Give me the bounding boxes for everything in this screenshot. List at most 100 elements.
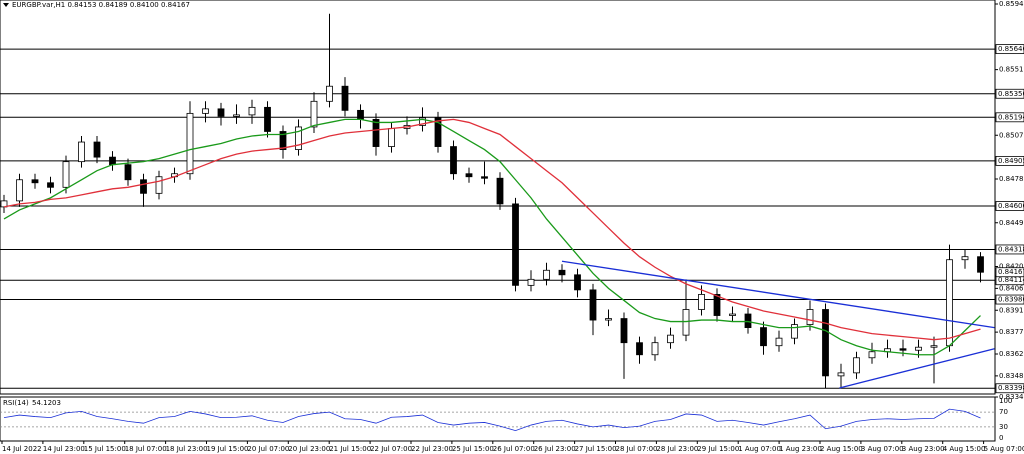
- x-tick-label: 28 Jul 07:00: [616, 445, 658, 453]
- candle-body: [124, 164, 132, 181]
- candle-body: [837, 372, 845, 377]
- candle-body: [527, 278, 535, 286]
- x-tick-label: 20 Jul 23:00: [288, 445, 330, 453]
- candle-body: [78, 141, 85, 163]
- candle-body: [543, 269, 550, 280]
- candle-body: [605, 318, 612, 321]
- y-tick-label: 0.84495: [999, 219, 1024, 227]
- candle-body: [310, 100, 318, 128]
- level-label-box: [995, 155, 1024, 166]
- candle-body: [31, 179, 39, 184]
- candle-body: [589, 289, 597, 321]
- candle-body: [977, 256, 984, 273]
- level-label: 0.83986: [998, 296, 1024, 304]
- candle-body: [264, 106, 271, 132]
- candle-body: [388, 128, 395, 147]
- level-label-box: [995, 112, 1024, 123]
- candle-body: [186, 112, 194, 175]
- candle-body: [450, 146, 457, 175]
- x-tick-label: 15 Jul 15:00: [84, 445, 126, 453]
- candle-body: [713, 294, 721, 316]
- candle-body: [465, 173, 473, 178]
- candle-body: [853, 357, 860, 374]
- candle-body: [698, 294, 705, 310]
- candle-body: [109, 156, 116, 166]
- x-tick-label: 4 Aug 15:00: [943, 445, 986, 453]
- y-tick-label: 0.84205: [999, 263, 1024, 271]
- x-tick-label: 18 Jul 07:00: [125, 445, 167, 453]
- y-tick-label: 0.83915: [999, 306, 1024, 314]
- x-tick-label: 14 Jul 2022: [2, 445, 42, 453]
- candle-body: [667, 334, 674, 344]
- y-tick-label: 0.83625: [999, 350, 1024, 358]
- candle-body: [419, 117, 426, 126]
- x-tick-label: 28 Jul 23:00: [656, 445, 698, 453]
- level-label-box: [995, 88, 1024, 99]
- level-label: 0.85194: [998, 113, 1024, 121]
- candle-body: [16, 179, 23, 202]
- candle-body: [651, 342, 659, 356]
- candle-body: [217, 108, 225, 117]
- level-label: 0.84606: [998, 202, 1024, 210]
- trendline: [561, 260, 995, 329]
- moving-average: [3, 118, 981, 341]
- candle-body: [372, 119, 380, 147]
- candle-body: [915, 346, 922, 351]
- x-tick-label: 26 Jul 07:00: [493, 445, 535, 453]
- y-tick-label: 0.84785: [999, 175, 1024, 183]
- candle-body: [574, 274, 581, 291]
- x-tick-label: 22 Jul 07:00: [370, 445, 412, 453]
- candle-body: [233, 114, 240, 117]
- candle-body: [62, 161, 70, 188]
- candle-body: [481, 176, 488, 179]
- x-tick-label: 2 Aug 15:00: [820, 445, 863, 453]
- candle-body: [155, 176, 163, 194]
- candle-body: [341, 85, 349, 111]
- level-label-box: [995, 244, 1024, 255]
- y-tick-label: 0.85945: [999, 0, 1024, 8]
- x-tick-label: 18 Jul 23:00: [166, 445, 208, 453]
- menu-arrow[interactable]: [3, 3, 9, 7]
- candle-body: [93, 141, 101, 158]
- trendline: [839, 348, 995, 389]
- candle-body: [791, 324, 798, 339]
- x-tick-label: 29 Jul 15:00: [697, 445, 739, 453]
- level-label: 0.84318: [998, 245, 1024, 253]
- candle-body: [496, 177, 504, 205]
- x-tick-label: 1 Aug 23:00: [779, 445, 822, 453]
- rsi-tick-label: 0: [999, 434, 1003, 442]
- x-tick-label: 26 Jul 23:00: [534, 445, 576, 453]
- level-label: 0.84905: [998, 157, 1024, 165]
- candle-body: [682, 309, 690, 336]
- candle-body: [806, 309, 814, 325]
- level-label-box: [995, 44, 1024, 55]
- x-tick-label: 5 Aug 07:00: [984, 445, 1024, 453]
- level-label-box: [995, 201, 1024, 211]
- candle-body: [775, 337, 783, 347]
- current-price-box: [995, 267, 1024, 278]
- rsi-tick-label: 100: [999, 397, 1012, 405]
- candle-body: [248, 106, 256, 116]
- candle-body: [822, 309, 829, 377]
- x-tick-label: 3 Aug 07:00: [861, 445, 904, 453]
- candle-body: [930, 345, 938, 348]
- rsi-tick-label: 30: [999, 423, 1008, 431]
- y-tick-label: 0.85075: [999, 131, 1024, 139]
- x-tick-label: 14 Jul 23:00: [43, 445, 85, 453]
- rsi-line: [3, 408, 981, 432]
- level-label: 0.83398: [998, 384, 1024, 392]
- candle-body: [760, 327, 767, 347]
- candle-body: [357, 109, 364, 120]
- candle-body: [47, 182, 54, 188]
- x-tick-label: 19 Jul 15:00: [207, 445, 249, 453]
- level-label: 0.84114: [998, 276, 1024, 284]
- candle-body: [946, 259, 953, 347]
- level-label-box: [995, 383, 1024, 394]
- candle-body: [434, 117, 442, 147]
- x-tick-label: 25 Jul 15:00: [452, 445, 494, 453]
- candle-body: [899, 348, 907, 351]
